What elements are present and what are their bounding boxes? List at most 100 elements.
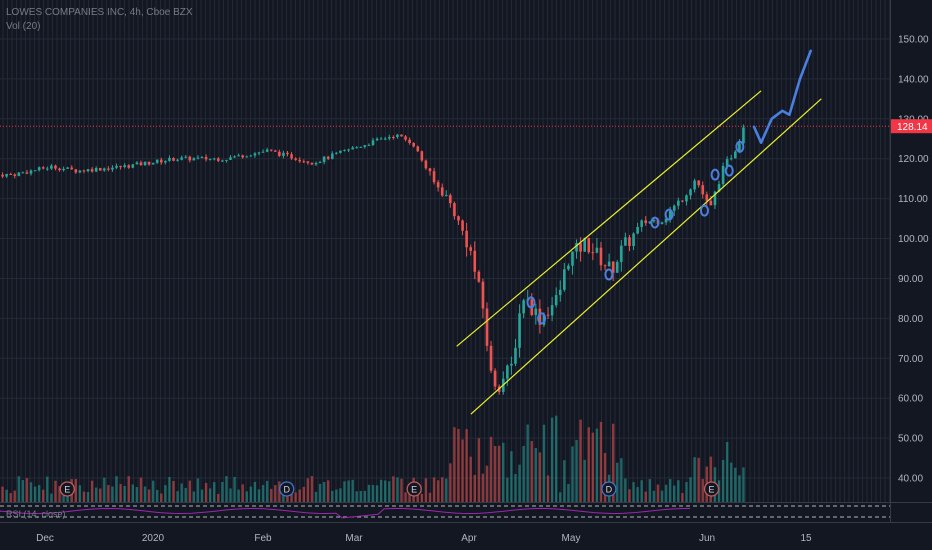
- candle-body: [420, 151, 424, 161]
- volume-bar: [200, 489, 204, 502]
- candle-body: [330, 153, 334, 159]
- candle-body: [33, 170, 37, 172]
- volume-bar: [632, 482, 635, 502]
- swing-marker: [650, 216, 660, 229]
- volume-bar: [371, 484, 375, 502]
- candle-body: [640, 220, 643, 227]
- volume-bar: [42, 489, 45, 502]
- candle-body: [534, 308, 538, 316]
- price-axis-tick-label: 60.00: [898, 394, 923, 405]
- rsi-line: [0, 507, 690, 519]
- volume-bar: [339, 488, 342, 502]
- price-axis-tick-label: 90.00: [898, 274, 923, 285]
- current-price-label: 128.14: [897, 122, 928, 133]
- volume-bar: [717, 480, 721, 502]
- candle-body: [518, 313, 521, 348]
- volume-bar: [86, 492, 90, 502]
- candle-body: [1, 174, 4, 177]
- candle-body: [249, 155, 253, 157]
- volume-bar: [274, 485, 277, 502]
- volume-bar: [282, 489, 285, 502]
- candle-body: [664, 218, 668, 223]
- volume-bar: [294, 492, 297, 502]
- volume-bar: [270, 488, 273, 502]
- volume-bar: [514, 473, 517, 502]
- volume-bar: [351, 479, 354, 502]
- volume-bar: [343, 481, 346, 502]
- volume-bar: [673, 485, 676, 502]
- candle-body: [575, 243, 578, 252]
- volume-bar: [624, 478, 627, 502]
- volume-bar: [628, 489, 631, 502]
- volume-bar: [233, 476, 236, 502]
- candle-body: [693, 180, 696, 190]
- swing-marker: [699, 204, 709, 217]
- candle-body: [257, 152, 261, 154]
- event-marker-label: D: [283, 485, 290, 495]
- volume-bar: [575, 440, 578, 502]
- candle-body: [473, 250, 477, 272]
- candle-body: [208, 158, 212, 160]
- candle-body: [103, 168, 106, 171]
- volume-bar: [74, 479, 78, 502]
- candle-body: [668, 210, 672, 219]
- candle-body: [489, 345, 493, 371]
- candle-body: [5, 173, 8, 177]
- volume-bar: [213, 482, 216, 502]
- time-axis-tick-label: Apr: [461, 533, 477, 544]
- time-axis-tick-label: 2020: [142, 533, 165, 544]
- candle-body: [636, 226, 639, 234]
- volume-bar: [681, 493, 684, 502]
- price-axis-tick-label: 50.00: [898, 434, 923, 445]
- candle-body: [70, 167, 74, 170]
- candle-body: [628, 237, 631, 247]
- volume-bar: [725, 442, 729, 502]
- candle-body: [347, 149, 350, 151]
- price-axis-tick-label: 110.00: [898, 194, 928, 205]
- event-marker-label: E: [411, 485, 417, 495]
- candle-body: [204, 157, 208, 160]
- volume-bar: [583, 459, 586, 502]
- volume-bar: [579, 419, 582, 502]
- candle-body: [82, 170, 86, 172]
- candle-body: [107, 168, 110, 170]
- volume-bar: [318, 483, 322, 502]
- candle-body: [241, 155, 245, 158]
- time-axis-tick-label: 15: [800, 533, 812, 544]
- volume-bar: [432, 477, 436, 502]
- volume-bar: [151, 480, 155, 502]
- candle-body: [424, 160, 428, 169]
- volume-bar: [127, 476, 130, 502]
- candle-body: [9, 173, 12, 175]
- volume-bar: [734, 467, 737, 502]
- candle-body: [78, 170, 82, 173]
- volume-bar: [196, 478, 200, 502]
- volume-bar: [245, 491, 248, 502]
- volume-bar: [546, 475, 550, 502]
- volume-bar: [563, 460, 566, 502]
- time-axis-tick-label: Jun: [699, 533, 715, 544]
- candle-body: [335, 152, 338, 154]
- volume-bar: [636, 487, 639, 502]
- volume-bar: [82, 491, 86, 502]
- volume-bar: [497, 445, 501, 502]
- volume-bar: [241, 484, 244, 502]
- event-marker-circle: [703, 481, 720, 497]
- candle-body: [697, 180, 700, 186]
- volume-bar: [229, 488, 232, 502]
- candle-body: [184, 156, 188, 158]
- volume-bar: [603, 453, 607, 502]
- candle-body: [481, 281, 485, 309]
- candle-body: [176, 159, 179, 161]
- volume-bar: [115, 476, 118, 502]
- volume-bar: [522, 445, 525, 502]
- volume-bar: [375, 485, 379, 502]
- candle-body: [709, 200, 713, 206]
- candle-body: [412, 142, 416, 147]
- candle-body: [265, 149, 269, 152]
- dividend-event-marker: D: [601, 481, 617, 497]
- volume-bar: [420, 493, 424, 502]
- candle-body: [371, 140, 375, 145]
- candle-body: [155, 159, 159, 163]
